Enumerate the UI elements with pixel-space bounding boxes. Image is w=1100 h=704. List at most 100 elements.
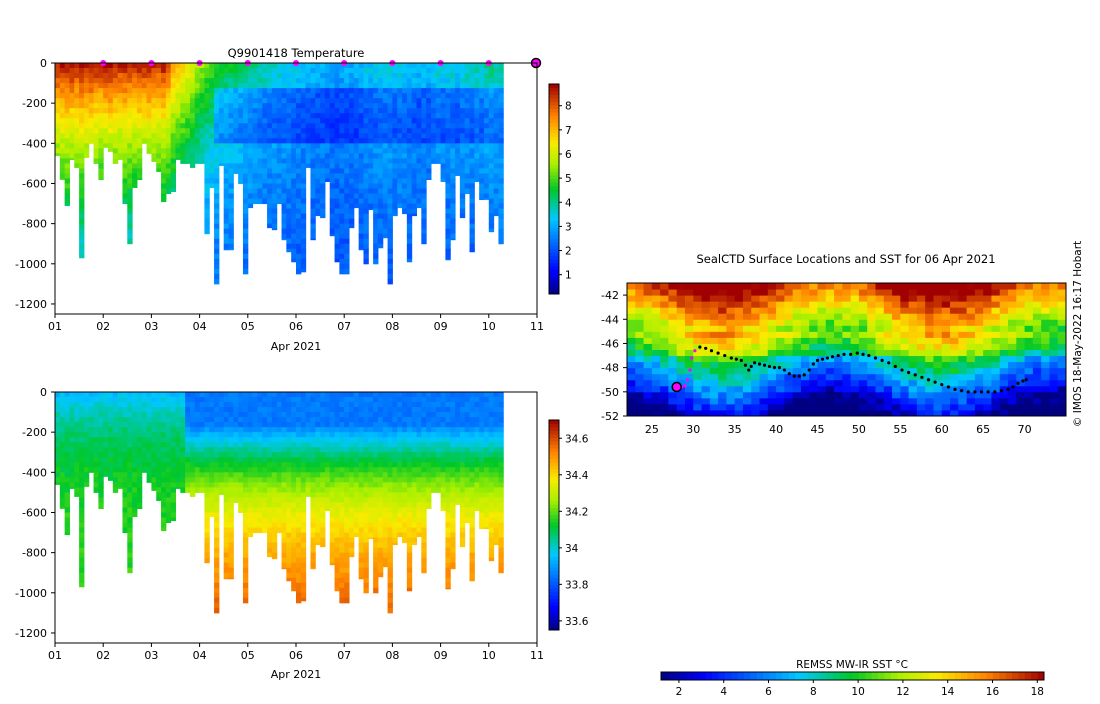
- salinity-cell: [55, 442, 60, 448]
- salinity-cell: [349, 412, 354, 418]
- salinity-cell: [147, 472, 152, 478]
- salinity-cell: [243, 583, 248, 589]
- salinity-cell: [315, 402, 320, 408]
- salinity-cell: [98, 412, 103, 418]
- temperature-cell: [397, 178, 402, 184]
- temperature-cell: [397, 103, 402, 109]
- salinity-cell: [248, 442, 253, 448]
- temperature-cell: [209, 83, 214, 89]
- temperature-cell: [344, 163, 349, 169]
- salinity-cell: [180, 397, 185, 403]
- salinity-cell: [69, 482, 74, 488]
- temperature-cell: [229, 178, 234, 184]
- temperature-cell: [383, 68, 388, 74]
- temperature-cell: [373, 68, 378, 74]
- salinity-cell: [103, 472, 108, 477]
- salinity-cell: [195, 422, 200, 428]
- temperature-cell: [479, 128, 484, 134]
- salinity-cell: [262, 477, 267, 483]
- temperature-cell: [383, 234, 388, 239]
- temperature-cell: [137, 133, 142, 139]
- salinity-cell: [195, 467, 200, 473]
- temperature-cell: [229, 93, 234, 99]
- salinity-cell: [137, 477, 142, 483]
- temperature-cell: [489, 204, 494, 210]
- salinity-cell: [209, 462, 214, 468]
- temperature-cell: [310, 178, 315, 184]
- salinity-cell: [253, 472, 258, 478]
- temperature-cell: [388, 244, 393, 250]
- salinity-cell: [209, 492, 214, 498]
- salinity-cell: [248, 452, 253, 458]
- temperature-cell: [60, 148, 65, 154]
- salinity-cell: [378, 523, 383, 529]
- temperature-cell: [431, 68, 436, 74]
- temperature-cell: [383, 189, 388, 195]
- temperature-cell: [363, 173, 368, 179]
- salinity-cell: [209, 412, 214, 418]
- temperature-cell: [359, 189, 364, 195]
- salinity-cell: [291, 558, 296, 564]
- salinity-cell: [402, 538, 407, 544]
- temperature-cell: [74, 103, 79, 109]
- salinity-cell: [407, 392, 412, 398]
- temperature-cell: [441, 128, 446, 134]
- salinity-cell: [190, 487, 195, 493]
- temperature-cell: [450, 63, 455, 69]
- salinity-cell: [171, 482, 176, 488]
- salinity-cell: [79, 578, 84, 584]
- salinity-cell: [69, 447, 74, 453]
- temperature-cell: [325, 158, 330, 164]
- temperature-cell: [301, 158, 306, 164]
- salinity-cell: [151, 397, 156, 403]
- salinity-cell: [257, 467, 262, 473]
- temperature-cell: [426, 83, 431, 89]
- salinity-cell: [243, 462, 248, 468]
- temperature-cell: [224, 204, 229, 210]
- temperature-cell: [65, 88, 70, 94]
- salinity-cell: [363, 442, 368, 448]
- temperature-cell: [185, 93, 190, 99]
- salinity-cell: [161, 512, 166, 518]
- temperature-cell: [412, 199, 417, 205]
- salinity-cell: [60, 437, 65, 443]
- temperature-cell: [89, 123, 94, 129]
- salinity-cell: [373, 563, 378, 569]
- salinity-cell: [407, 518, 412, 524]
- salinity-cell: [209, 422, 214, 428]
- temperature-cell: [431, 148, 436, 154]
- salinity-cell: [339, 457, 344, 463]
- temperature-cell: [315, 88, 320, 94]
- salinity-cell: [147, 422, 152, 428]
- temperature-cell: [142, 68, 147, 74]
- salinity-cell: [339, 467, 344, 473]
- temperature-cell: [359, 143, 364, 149]
- temperature-cell: [166, 93, 171, 99]
- temperature-cell: [214, 279, 219, 285]
- temperature-cell: [69, 63, 74, 69]
- temperature-cell: [296, 168, 301, 174]
- salinity-cell: [127, 432, 132, 438]
- temperature-cell: [339, 108, 344, 114]
- temperature-cell: [455, 118, 460, 124]
- salinity-cell: [108, 447, 113, 453]
- temperature-cell: [470, 138, 475, 144]
- salinity-cell: [204, 412, 209, 418]
- salinity-cell: [103, 442, 108, 448]
- temperature-cell: [363, 68, 368, 74]
- salinity-cell: [310, 533, 315, 539]
- salinity-cell: [310, 467, 315, 473]
- salinity-cell: [161, 502, 166, 508]
- temperature-cell: [248, 78, 253, 84]
- salinity-cell: [248, 518, 253, 524]
- temperature-cell: [171, 173, 176, 179]
- salinity-cell: [229, 467, 234, 473]
- salinity-cell: [359, 442, 364, 448]
- salinity-cell: [349, 507, 354, 513]
- salinity-cell: [383, 407, 388, 413]
- temperature-cell: [498, 189, 503, 195]
- temperature-cell: [315, 214, 320, 217]
- salinity-cell: [412, 422, 417, 428]
- salinity-cell: [296, 452, 301, 458]
- salinity-cell: [359, 472, 364, 478]
